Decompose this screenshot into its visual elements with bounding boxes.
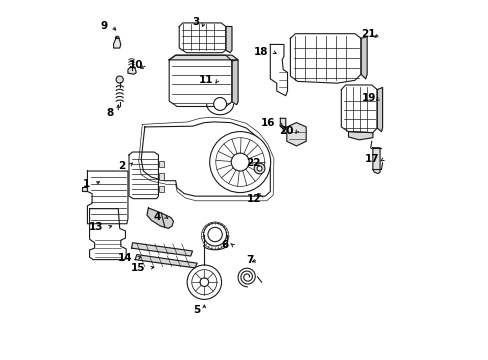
Circle shape — [116, 76, 123, 83]
Text: 4: 4 — [153, 212, 160, 221]
Circle shape — [207, 227, 222, 242]
Text: 8: 8 — [106, 108, 114, 118]
Bar — [158, 186, 163, 192]
Text: 2: 2 — [118, 161, 125, 171]
Polygon shape — [341, 85, 376, 133]
Text: 11: 11 — [199, 75, 213, 85]
Polygon shape — [141, 122, 270, 196]
Circle shape — [191, 270, 217, 295]
Text: 14: 14 — [118, 253, 132, 263]
Polygon shape — [89, 209, 126, 260]
Text: 20: 20 — [278, 126, 293, 135]
Text: 17: 17 — [364, 154, 379, 164]
Polygon shape — [87, 171, 128, 224]
Polygon shape — [376, 87, 382, 132]
Circle shape — [213, 98, 226, 111]
Text: 21: 21 — [361, 29, 375, 39]
Text: 9: 9 — [100, 21, 107, 31]
Bar — [158, 161, 163, 167]
Text: 6: 6 — [221, 240, 228, 250]
Polygon shape — [147, 208, 173, 228]
Polygon shape — [179, 23, 225, 53]
Polygon shape — [135, 255, 197, 268]
Polygon shape — [270, 44, 287, 96]
Circle shape — [215, 138, 264, 186]
Polygon shape — [131, 243, 192, 256]
Polygon shape — [225, 27, 231, 53]
Polygon shape — [82, 187, 87, 191]
Polygon shape — [286, 123, 305, 146]
Polygon shape — [290, 34, 360, 83]
Circle shape — [231, 153, 249, 171]
Text: 3: 3 — [192, 17, 200, 27]
Text: 22: 22 — [246, 158, 261, 168]
Polygon shape — [360, 37, 366, 79]
Circle shape — [200, 278, 208, 287]
Bar — [158, 173, 163, 180]
Polygon shape — [280, 118, 285, 129]
Polygon shape — [169, 55, 238, 60]
Circle shape — [257, 166, 262, 171]
Text: 18: 18 — [253, 46, 267, 57]
Circle shape — [209, 132, 270, 193]
Polygon shape — [129, 152, 158, 199]
Circle shape — [254, 163, 264, 174]
Text: 10: 10 — [129, 60, 143, 70]
Circle shape — [187, 265, 221, 300]
Text: 12: 12 — [246, 194, 261, 204]
Polygon shape — [169, 55, 231, 107]
Polygon shape — [128, 67, 136, 74]
Text: 15: 15 — [130, 263, 145, 273]
Polygon shape — [372, 148, 379, 174]
Polygon shape — [231, 60, 238, 105]
Text: 19: 19 — [361, 93, 375, 103]
Text: 5: 5 — [192, 305, 200, 315]
Text: 16: 16 — [260, 118, 275, 128]
Text: 7: 7 — [246, 255, 253, 265]
Text: 13: 13 — [88, 222, 103, 232]
Text: 1: 1 — [83, 179, 90, 189]
Circle shape — [203, 223, 226, 246]
Polygon shape — [348, 132, 372, 140]
Polygon shape — [113, 38, 121, 48]
